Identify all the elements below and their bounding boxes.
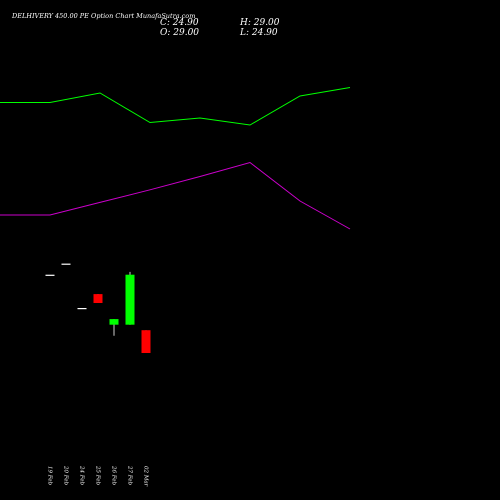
candle-body bbox=[125, 274, 135, 325]
x-tick-label: 19 Feb bbox=[47, 466, 53, 486]
x-tick-label: 24 Feb bbox=[79, 465, 85, 486]
high-price: H: 29.00 bbox=[240, 18, 280, 28]
low-price: L: 24.90 bbox=[240, 28, 278, 38]
x-tick-label: 25 Feb bbox=[95, 465, 101, 486]
x-tick-label: 26 Feb bbox=[111, 465, 117, 486]
x-tick-label: 27 Feb bbox=[127, 465, 133, 486]
open-price: O: 29.00 bbox=[160, 28, 200, 38]
candle-body bbox=[61, 263, 71, 265]
candle-body bbox=[45, 274, 55, 276]
candle-body bbox=[109, 319, 119, 325]
candle-body bbox=[93, 294, 103, 303]
candle-body bbox=[141, 330, 151, 353]
x-tick-label: 02 Mar bbox=[143, 466, 149, 487]
indicator-line-2 bbox=[0, 161, 351, 230]
close-price: C: 24.90 bbox=[160, 18, 199, 28]
x-tick-label: 20 Feb bbox=[63, 465, 69, 486]
candle-body bbox=[77, 308, 87, 310]
chart-title: DELHIVERY 450.00 PE Option Chart MunafaS… bbox=[12, 12, 196, 20]
indicator-line-1 bbox=[0, 87, 351, 126]
